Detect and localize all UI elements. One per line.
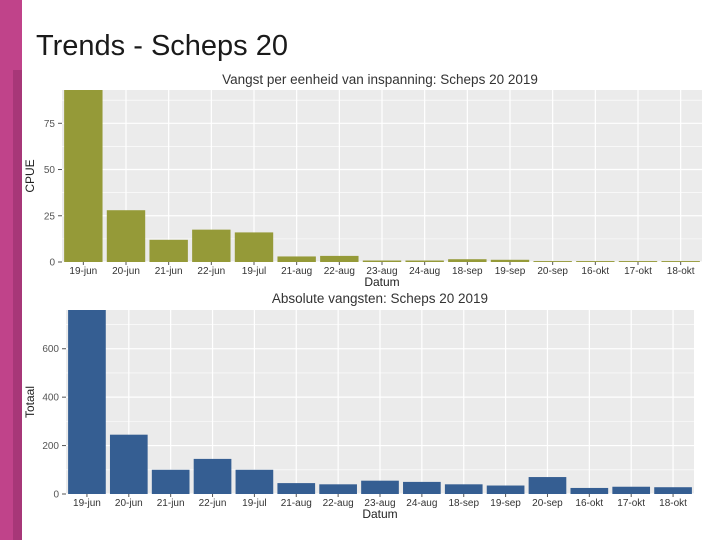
cpue-x-tick-label: 22-aug [324, 266, 355, 277]
cpue-bar-24-aug [405, 260, 444, 262]
total-bar-18-sep [444, 484, 483, 494]
total-chart-title: Absolute vangsten: Scheps 20 2019 [272, 291, 488, 306]
total-bar-21-jun [151, 469, 190, 494]
total-bar-22-jun [193, 458, 232, 494]
total-x-tick-label: 19-jul [242, 498, 266, 509]
total-x-tick-label: 21-aug [281, 498, 312, 509]
total-x-tick-label: 19-sep [490, 498, 521, 509]
cpue-y-tick-label: 0 [49, 258, 55, 269]
total-bar-21-aug [277, 483, 316, 494]
cpue-y-tick-label: 25 [44, 211, 56, 222]
cpue-x-tick-label: 19-jun [69, 266, 97, 277]
total-y-tick-label: 200 [42, 441, 59, 452]
cpue-x-axis-label: Datum [364, 275, 399, 289]
total-y-axis-label: Totaal [23, 386, 37, 418]
cpue-x-tick-label: 17-okt [624, 266, 652, 277]
total-x-tick-label: 17-okt [617, 498, 645, 509]
total-bar-17-okt [612, 486, 651, 494]
cpue-bar-20-sep [533, 261, 572, 262]
slide-title: Trends - Scheps 20 [36, 30, 288, 62]
total-bar-20-jun [109, 434, 148, 494]
total-x-tick-label: 24-aug [406, 498, 437, 509]
total-bar-19-jul [235, 469, 274, 494]
accent-band-inner [13, 70, 22, 540]
total-bar-24-aug [403, 481, 441, 494]
total-x-tick-label: 18-sep [448, 498, 479, 509]
cpue-x-tick-label: 20-sep [537, 266, 568, 277]
cpue-bar-19-jul [234, 232, 274, 262]
cpue-bar-19-jun [64, 90, 103, 262]
total-x-tick-label: 22-jun [199, 498, 227, 509]
total-x-tick-label: 22-aug [323, 498, 354, 509]
cpue-x-tick-label: 20-jun [112, 266, 140, 277]
cpue-x-tick-label: 21-aug [281, 266, 312, 277]
cpue-x-tick-label: 18-sep [452, 266, 483, 277]
total-y-tick-label: 0 [53, 490, 59, 501]
cpue-bar-22-jun [192, 229, 231, 262]
total-bar-22-aug [319, 484, 357, 494]
total-bar-18-okt [654, 487, 692, 494]
total-x-tick-label: 18-okt [659, 498, 687, 509]
total-x-tick-label: 21-jun [157, 498, 185, 509]
cpue-x-tick-label: 22-jun [197, 266, 225, 277]
cpue-x-tick-label: 16-okt [581, 266, 609, 277]
total-y-tick-label: 600 [42, 344, 59, 355]
cpue-y-tick-label: 50 [44, 165, 56, 176]
total-x-tick-label: 23-aug [364, 498, 395, 509]
cpue-bar-23-aug [362, 260, 402, 262]
cpue-x-tick-label: 24-aug [409, 266, 440, 277]
cpue-x-tick-label: 21-jun [155, 266, 183, 277]
cpue-y-tick-label: 75 [44, 119, 56, 130]
cpue-chart-title: Vangst per eenheid van inspanning: Schep… [222, 72, 538, 87]
cpue-bar-18-sep [448, 259, 487, 262]
cpue-bar-19-sep [490, 259, 530, 262]
cpue-x-tick-label: 23-aug [366, 266, 397, 277]
cpue-bar-22-aug [320, 255, 359, 262]
total-x-tick-label: 19-jun [73, 498, 101, 509]
cpue-bar-21-aug [277, 256, 316, 262]
cpue-x-tick-label: 19-jul [242, 266, 266, 277]
cpue-x-tick-label: 19-sep [495, 266, 526, 277]
cpue-bar-20-jun [106, 210, 146, 262]
total-bar-23-aug [361, 480, 399, 494]
total-x-tick-label: 20-jun [115, 498, 143, 509]
total-y-tick-label: 400 [42, 393, 59, 404]
cpue-y-axis-label: CPUE [23, 159, 37, 192]
cpue-bar-21-jun [149, 239, 188, 262]
total-x-axis-label: Datum [362, 507, 397, 521]
total-x-tick-label: 20-sep [532, 498, 563, 509]
cpue-x-tick-label: 18-okt [667, 266, 695, 277]
cpue-bar-17-okt [618, 261, 658, 262]
total-x-tick-label: 16-okt [575, 498, 603, 509]
total-bar-19-jun [68, 310, 106, 494]
total-bar-19-sep [486, 485, 525, 494]
total-bar-16-okt [570, 487, 609, 494]
total-bar-20-sep [528, 477, 567, 494]
cpue-bar-16-okt [576, 261, 615, 262]
cpue-bar-18-okt [661, 261, 700, 262]
